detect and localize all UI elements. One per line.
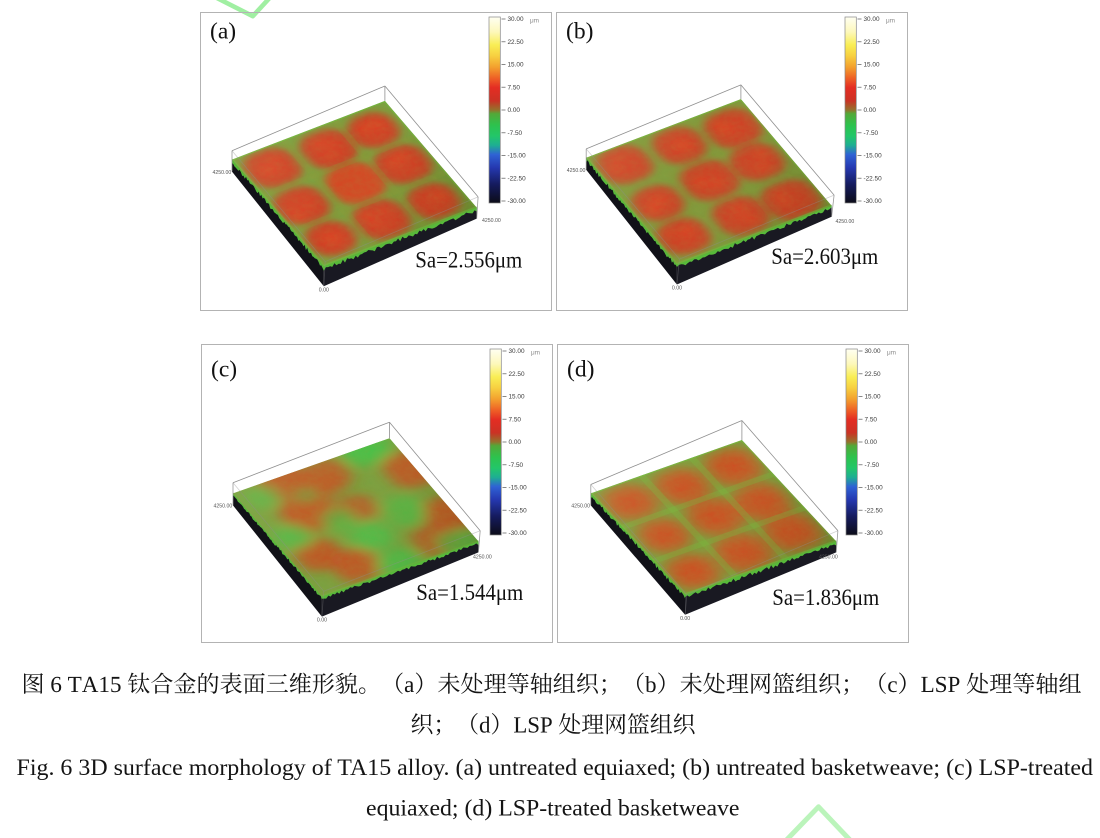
svg-text:-30.00: -30.00 xyxy=(865,530,884,537)
svg-text:7.50: 7.50 xyxy=(508,85,521,92)
svg-text:Sa=1.544μm: Sa=1.544μm xyxy=(416,580,523,605)
svg-text:4250.00: 4250.00 xyxy=(819,555,838,561)
svg-text:μm: μm xyxy=(887,349,896,356)
svg-text:-30.00: -30.00 xyxy=(864,198,883,205)
svg-text:0.00: 0.00 xyxy=(672,286,682,292)
svg-text:7.50: 7.50 xyxy=(864,85,877,92)
svg-text:15.00: 15.00 xyxy=(865,394,881,401)
svg-text:30.00: 30.00 xyxy=(864,16,880,23)
svg-text:(b): (b) xyxy=(566,19,593,45)
svg-text:0.00: 0.00 xyxy=(680,616,690,622)
svg-text:30.00: 30.00 xyxy=(509,348,525,355)
svg-text:0.00: 0.00 xyxy=(319,287,329,293)
svg-text:-7.50: -7.50 xyxy=(864,130,879,137)
svg-text:-7.50: -7.50 xyxy=(509,462,524,469)
svg-text:Sa=2.603μm: Sa=2.603μm xyxy=(771,244,878,269)
svg-text:-30.00: -30.00 xyxy=(508,198,527,205)
svg-text:-7.50: -7.50 xyxy=(508,130,523,137)
svg-text:0.00: 0.00 xyxy=(865,439,878,446)
svg-text:22.50: 22.50 xyxy=(865,371,881,378)
svg-text:4250.00: 4250.00 xyxy=(214,504,233,510)
svg-text:-22.50: -22.50 xyxy=(865,507,884,514)
svg-text:-22.50: -22.50 xyxy=(864,175,883,182)
svg-text:4250.00: 4250.00 xyxy=(482,218,501,224)
svg-text:4250.00: 4250.00 xyxy=(213,170,232,176)
svg-text:22.50: 22.50 xyxy=(864,39,880,46)
svg-text:0.00: 0.00 xyxy=(317,618,327,624)
svg-text:Sa=1.836μm: Sa=1.836μm xyxy=(772,585,879,610)
svg-text:-15.00: -15.00 xyxy=(508,153,527,160)
svg-text:15.00: 15.00 xyxy=(864,62,880,69)
svg-text:-22.50: -22.50 xyxy=(508,175,527,182)
svg-text:15.00: 15.00 xyxy=(509,394,525,401)
svg-text:22.50: 22.50 xyxy=(509,371,525,378)
svg-text:μm: μm xyxy=(530,17,539,24)
svg-text:μm: μm xyxy=(531,349,540,356)
svg-text:15.00: 15.00 xyxy=(508,62,524,69)
svg-text:(a): (a) xyxy=(210,19,236,45)
svg-text:-7.50: -7.50 xyxy=(865,462,880,469)
svg-text:4250.00: 4250.00 xyxy=(571,504,590,510)
svg-text:(c): (c) xyxy=(211,357,237,383)
svg-text:-15.00: -15.00 xyxy=(865,485,884,492)
svg-text:(d): (d) xyxy=(567,357,594,383)
svg-text:0.00: 0.00 xyxy=(508,107,521,114)
svg-text:7.50: 7.50 xyxy=(509,417,522,424)
svg-text:Fig. 6 3D surface morphology o: Fig. 6 3D surface morphology of TA15 all… xyxy=(17,755,1094,781)
svg-text:-15.00: -15.00 xyxy=(509,485,528,492)
svg-text:0.00: 0.00 xyxy=(864,107,877,114)
svg-text:Sa=2.556μm: Sa=2.556μm xyxy=(415,248,522,273)
svg-text:-15.00: -15.00 xyxy=(864,153,883,160)
svg-text:equiaxed; (d) LSP-treated bask: equiaxed; (d) LSP-treated basketweave xyxy=(366,796,740,822)
svg-text:4250.00: 4250.00 xyxy=(473,555,492,561)
svg-text:-30.00: -30.00 xyxy=(509,530,528,537)
svg-text:7.50: 7.50 xyxy=(865,417,878,424)
svg-text:22.50: 22.50 xyxy=(508,39,524,46)
svg-text:4250.00: 4250.00 xyxy=(567,168,586,174)
svg-text:-22.50: -22.50 xyxy=(509,507,528,514)
svg-text:30.00: 30.00 xyxy=(865,348,881,355)
svg-text:30.00: 30.00 xyxy=(508,16,524,23)
svg-text:μm: μm xyxy=(886,17,895,24)
svg-text:0.00: 0.00 xyxy=(509,439,522,446)
svg-text:4250.00: 4250.00 xyxy=(836,219,855,225)
